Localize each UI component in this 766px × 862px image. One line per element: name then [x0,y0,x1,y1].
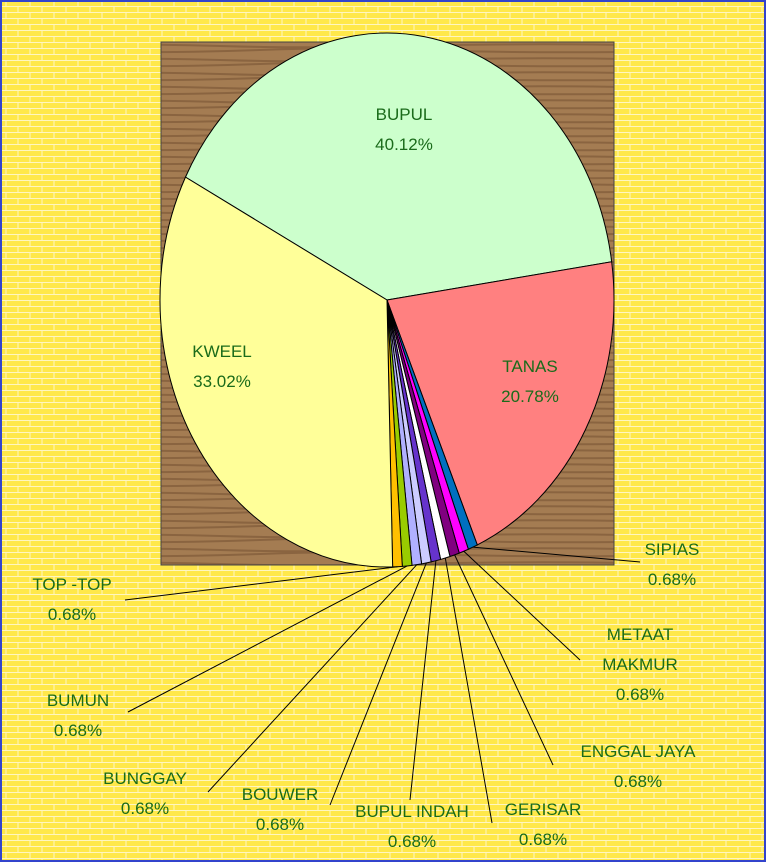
category-name: BUPUL [375,105,433,124]
category-name: BUMUN [46,691,110,710]
category-name: BOUWER [241,785,319,804]
pie-slice [159,176,394,568]
value-label: 0.68% [47,605,97,624]
value-label: 0.68% [518,830,568,849]
value-label: 20.78% [501,387,559,406]
leader-line [127,565,408,713]
value-label: 0.68% [613,772,663,791]
pie-slice [184,32,613,301]
value-label: 0.68% [647,570,697,589]
leader-line [329,562,427,806]
leader-line [472,546,641,563]
leader-line [444,557,493,824]
category-name: TANAS [502,357,558,376]
leader-line [454,554,554,766]
pie-slice [386,261,615,546]
slice-label: BOUWER 0.68% [242,780,319,840]
leader-line [124,566,398,601]
slice-label: BUNGGAY 0.68% [103,764,187,824]
category-name: SIPIAS [644,540,700,559]
value-label: 0.68% [255,815,305,834]
slice-label: GERISAR 0.68% [505,795,582,855]
category-name: TOP -TOP [32,575,112,594]
slice-label: SIPIAS 0.68% [645,535,700,595]
value-label: 0.68% [615,685,665,704]
value-label: 0.68% [120,799,170,818]
slice-label: ENGGAL JAYA 0.68% [581,737,696,797]
category-name: METAAT MAKMUR [602,625,678,674]
category-name: BUNGGAY [103,769,187,788]
slice-label: BUMUN 0.68% [47,686,109,746]
category-name: BUPUL INDAH [355,802,469,821]
category-name: GERISAR [504,800,582,819]
value-label: 0.68% [387,832,437,851]
value-label: 40.12% [375,135,433,154]
slice-label: TOP -TOP 0.68% [32,570,111,630]
category-name: ENGGAL JAYA [580,742,696,761]
slice-label: KWEEL 33.02% [192,337,252,397]
slice-label: METAAT MAKMUR 0.68% [585,620,695,710]
slice-label: BUPUL 40.12% [375,100,433,160]
leader-line [463,550,581,661]
leader-line [409,560,437,801]
slice-label: TANAS 20.78% [501,352,559,412]
value-label: 33.02% [193,372,251,391]
leader-line [207,564,418,793]
value-label: 0.68% [53,721,103,740]
category-name: KWEEL [192,342,252,361]
slice-label: BUPUL INDAH 0.68% [355,797,469,857]
